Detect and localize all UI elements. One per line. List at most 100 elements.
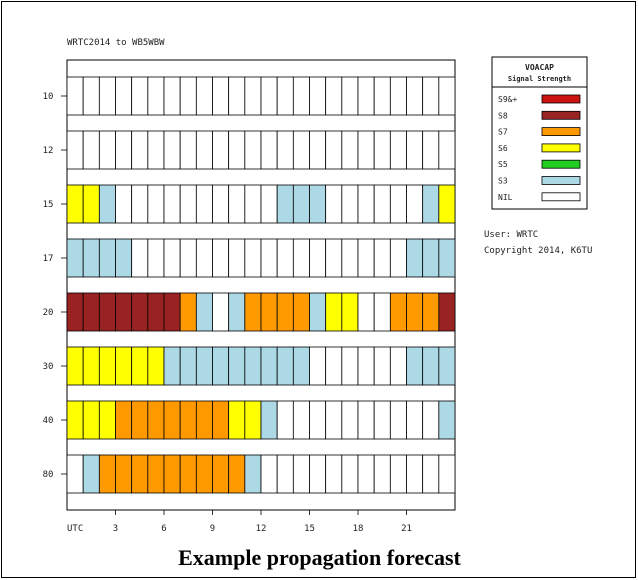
cell-30-h16 [325,346,343,386]
band-label-30: 30 [43,362,54,372]
user-note: User: WRTC [484,230,538,240]
legend-entry-S5: S5 [498,159,581,169]
band-row-40 [66,400,456,440]
cell-30-h6 [163,346,181,386]
band-label-80: 80 [43,470,54,480]
cell-80-h9 [212,454,230,494]
cell-12-h20 [389,130,407,170]
cell-10-h8 [195,76,213,116]
cell-15-h19 [373,184,391,224]
cell-30-h4 [131,346,149,386]
copyright-note: Copyright 2014, K6TU [484,246,592,256]
cell-10-h13 [276,76,294,116]
legend-label-NIL: NIL [498,193,513,202]
cell-17-h9 [212,238,230,278]
cell-15-h2 [98,184,116,224]
cell-15-h6 [163,184,181,224]
cell-15-h10 [228,184,246,224]
cell-17-h18 [357,238,375,278]
cell-30-h19 [373,346,391,386]
cell-15-h0 [66,184,84,224]
cell-17-h13 [276,238,294,278]
cell-80-h14 [292,454,310,494]
cell-40-h14 [292,400,310,440]
cell-12-h18 [357,130,375,170]
band-label-10: 10 [43,92,54,102]
cell-80-h5 [147,454,165,494]
cell-30-h10 [228,346,246,386]
x-axis-label: UTC [67,524,83,534]
cell-10-h11 [244,76,262,116]
legend-label-S3: S3 [498,177,508,186]
cell-12-h21 [406,130,424,170]
cell-80-h11 [244,454,262,494]
legend-entry-S7: S7 [498,127,581,137]
cell-17-h17 [341,238,359,278]
cell-20-h5 [147,292,165,332]
x-tick-label-6: 6 [161,524,166,534]
cell-15-h1 [82,184,100,224]
cell-20-h18 [357,292,375,332]
cell-17-h6 [163,238,181,278]
legend-swatch-NIL [541,192,581,202]
cell-40-h15 [309,400,327,440]
cell-30-h11 [244,346,262,386]
cell-15-h17 [341,184,359,224]
cell-30-h3 [115,346,133,386]
cell-40-h9 [212,400,230,440]
cell-80-h1 [82,454,100,494]
cell-80-h17 [341,454,359,494]
legend-entry-S9&+: S9&+ [498,94,581,104]
cell-12-h7 [179,130,197,170]
cell-15-h8 [195,184,213,224]
cell-10-h1 [82,76,100,116]
legend-swatch-S9&+ [541,94,581,104]
band-label-20: 20 [43,308,54,318]
cell-40-h12 [260,400,278,440]
cell-40-h3 [115,400,133,440]
cell-17-h8 [195,238,213,278]
cell-20-h4 [131,292,149,332]
cell-12-h9 [212,130,230,170]
cell-15-h12 [260,184,278,224]
cell-40-h21 [406,400,424,440]
cell-15-h14 [292,184,310,224]
cell-17-h5 [147,238,165,278]
cell-20-h15 [309,292,327,332]
cell-40-h13 [276,400,294,440]
legend-entry-S6: S6 [498,143,581,153]
legend-swatch-S5 [541,159,581,169]
cell-10-h9 [212,76,230,116]
cell-15-h15 [309,184,327,224]
cell-40-h6 [163,400,181,440]
legend-title: VOACAP [525,63,554,72]
legend-swatch-S3 [541,176,581,185]
cell-40-h22 [422,400,440,440]
cell-40-h16 [325,400,343,440]
cell-80-h23 [438,454,456,494]
cell-20-h6 [163,292,181,332]
cell-80-h6 [163,454,181,494]
cell-17-h16 [325,238,343,278]
legend-entry-S3: S3 [498,176,581,186]
cell-15-h7 [179,184,197,224]
chart-title: WRTC2014 to WB5WBW [67,38,165,48]
cell-30-h12 [260,346,278,386]
cell-40-h17 [341,400,359,440]
cell-12-h4 [131,130,149,170]
cell-17-h3 [115,238,133,278]
cell-10-h18 [357,76,375,116]
cell-17-h4 [131,238,149,278]
cell-10-h2 [98,76,116,116]
cell-10-h14 [292,76,310,116]
band-row-17 [66,238,456,278]
cell-12-h14 [292,130,310,170]
chart-grid: 10 12 15 17 20 30 40 80 [43,59,456,511]
cell-15-h18 [357,184,375,224]
cell-30-h2 [98,346,116,386]
cell-30-h8 [195,346,213,386]
cell-80-h10 [228,454,246,494]
cell-10-h3 [115,76,133,116]
cell-30-h21 [406,346,424,386]
cell-15-h22 [422,184,440,224]
